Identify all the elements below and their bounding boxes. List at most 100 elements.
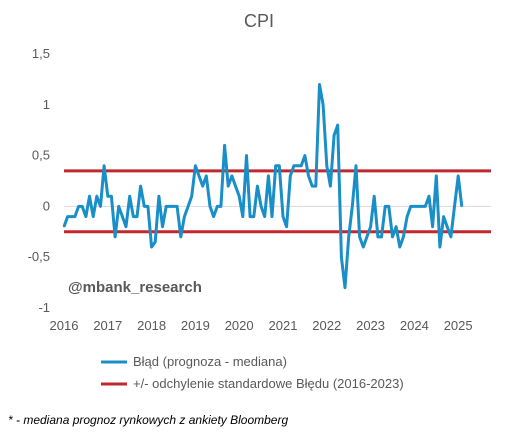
series-point — [293, 164, 295, 167]
series-point — [125, 225, 127, 228]
series-point — [88, 195, 91, 198]
series-point — [223, 144, 226, 147]
series-point — [179, 236, 182, 238]
series-point — [278, 164, 281, 167]
x-tick-label: 2019 — [181, 318, 210, 333]
series-point — [242, 215, 244, 218]
x-tick-label: 2022 — [312, 318, 341, 333]
series-point — [333, 134, 335, 137]
series-point — [373, 195, 376, 198]
series-point — [85, 215, 87, 218]
y-tick-label: 0 — [43, 198, 50, 213]
series-point — [245, 154, 248, 157]
series-point — [409, 205, 412, 208]
y-tick-label: -1 — [38, 300, 50, 315]
y-axis-labels: -1 -0,5 0 0,5 1 1,5 — [28, 46, 50, 315]
series-point — [117, 205, 120, 208]
series-point — [161, 225, 164, 228]
series-point — [420, 205, 423, 208]
series-point — [340, 256, 343, 259]
series-point — [106, 195, 109, 198]
series-point — [143, 205, 146, 208]
series-point — [285, 225, 288, 228]
series-point — [81, 205, 84, 208]
series-point — [136, 215, 138, 218]
error-series-points — [63, 83, 463, 289]
series-point — [344, 286, 346, 289]
series-point — [176, 205, 178, 208]
series-point — [369, 225, 372, 228]
x-tick-label: 2021 — [269, 318, 298, 333]
series-point — [212, 215, 215, 218]
series-point — [63, 225, 65, 228]
y-tick-label: 1,5 — [32, 46, 50, 61]
series-point — [439, 246, 441, 248]
series-point — [183, 215, 186, 218]
series-point — [358, 236, 361, 238]
series-point — [99, 205, 102, 208]
series-point — [457, 175, 459, 177]
series-point — [384, 205, 386, 208]
series-point — [231, 175, 233, 177]
y-tick-label: -0,5 — [28, 249, 50, 264]
x-axis-labels: 2016 2017 2018 2019 2020 2021 2022 2023 2024 2025 — [50, 318, 473, 333]
x-tick-label: 2024 — [400, 318, 429, 333]
legend: Błąd (prognoza - mediana) +/- odchylenie… — [101, 354, 404, 391]
series-point — [388, 205, 390, 208]
series-point — [296, 164, 299, 167]
y-tick-label: 0,5 — [32, 148, 50, 163]
chart-title: CPI — [244, 11, 274, 31]
series-point — [366, 236, 368, 238]
series-point — [66, 215, 69, 218]
series-point — [377, 236, 379, 238]
series-point — [325, 164, 328, 167]
series-point — [442, 215, 445, 218]
series-point — [304, 154, 306, 157]
series-point — [446, 225, 449, 228]
series-point — [238, 195, 240, 198]
series-point — [351, 205, 354, 208]
series-point — [198, 175, 200, 177]
series-point — [362, 246, 365, 248]
footnote: * - mediana prognoz rynkowych z ankiety … — [8, 413, 289, 427]
series-point — [169, 205, 171, 208]
series-point — [260, 205, 262, 208]
series-point — [172, 205, 175, 208]
series-point — [406, 215, 408, 218]
series-point — [395, 225, 397, 228]
y-tick-label: 1 — [43, 97, 50, 112]
series-point — [201, 185, 204, 187]
series-point — [315, 185, 317, 187]
series-point — [77, 205, 80, 208]
series-point — [209, 205, 211, 208]
series-point — [461, 205, 463, 208]
series-point — [216, 205, 219, 208]
series-point — [227, 185, 230, 187]
series-point — [96, 195, 98, 198]
series-point — [450, 236, 452, 238]
legend-label-std: +/- odchylenie standardowe Błędu (2016-2… — [133, 376, 404, 391]
series-point — [252, 215, 255, 218]
series-point — [402, 236, 405, 238]
series-point — [256, 185, 259, 187]
series-point — [249, 215, 251, 218]
series-point — [271, 215, 273, 218]
series-point — [453, 205, 456, 208]
series-point — [92, 215, 94, 218]
series-point — [165, 205, 167, 208]
series-point — [355, 164, 357, 167]
series-point — [234, 185, 237, 187]
series-point — [121, 215, 124, 218]
series-point — [158, 195, 160, 198]
legend-label-error: Błąd (prognoza - mediana) — [133, 354, 287, 369]
series-point — [391, 236, 394, 238]
series-point — [274, 164, 277, 167]
x-tick-label: 2018 — [137, 318, 166, 333]
series-point — [318, 83, 321, 86]
series-point — [289, 175, 292, 177]
series-point — [435, 175, 438, 177]
series-point — [187, 205, 189, 208]
series-point — [282, 215, 284, 218]
series-point — [74, 215, 76, 218]
series-point — [336, 124, 339, 126]
